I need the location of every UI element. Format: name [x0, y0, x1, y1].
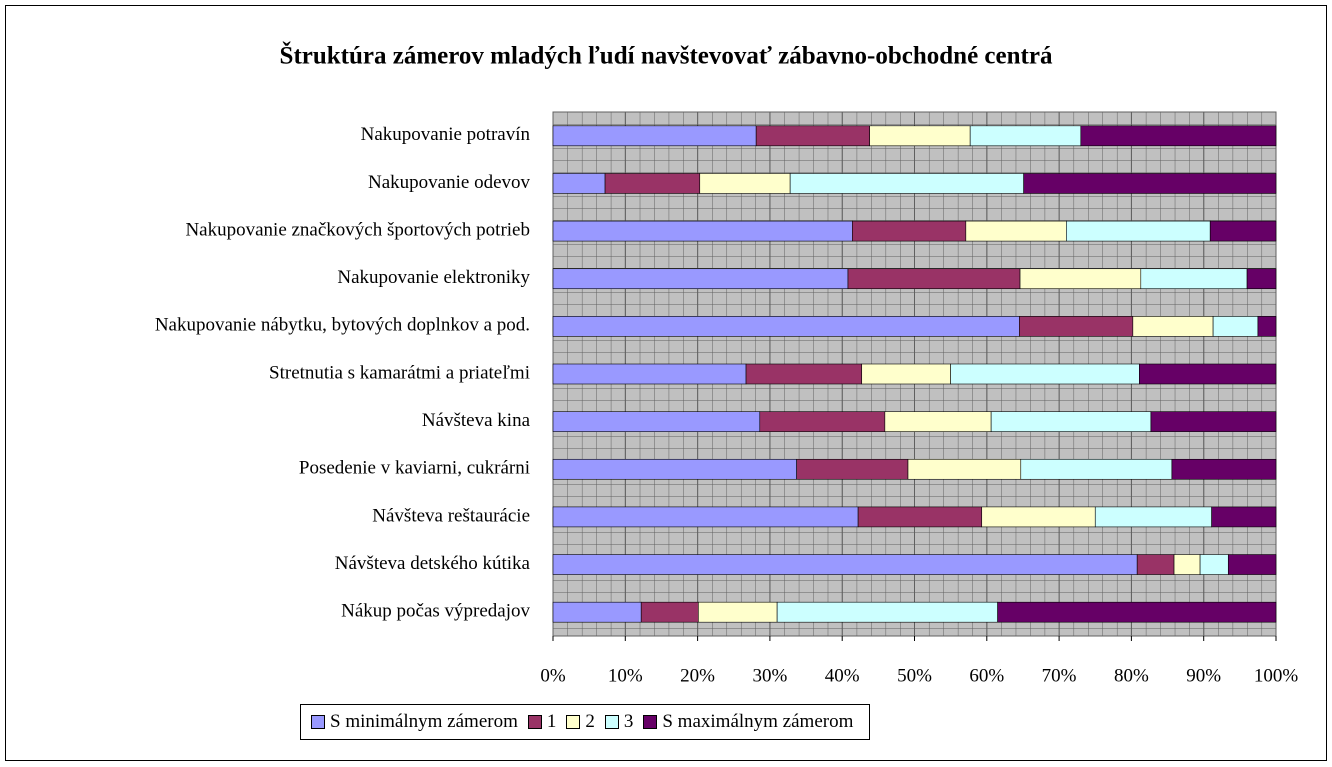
- bar-segment: [552, 268, 849, 290]
- legend-swatch: [527, 715, 542, 729]
- y-tick-label: Nakupovanie potravín: [361, 124, 531, 145]
- bar-segment: [698, 601, 778, 623]
- bar-segment: [1199, 554, 1229, 575]
- bar-segment: [852, 220, 967, 242]
- x-tick-label: 40%: [825, 665, 860, 686]
- y-tick-label: Nakupovanie odevov: [368, 172, 530, 193]
- bar-segment: [1019, 316, 1134, 337]
- bar-segment: [1171, 458, 1277, 480]
- bar-segment: [1227, 554, 1277, 575]
- y-tick-label: Návšteva kina: [422, 410, 531, 431]
- legend-swatch: [604, 715, 619, 729]
- y-tick-label: Nákup počas výpredajov: [341, 601, 530, 622]
- bar-segment: [776, 601, 998, 623]
- x-tick-label: 90%: [1186, 665, 1221, 686]
- bar-segment: [869, 125, 971, 147]
- bar-segment: [745, 363, 863, 385]
- bar-segment: [640, 601, 699, 623]
- y-tick-label: Stretnutia s kamarátmi a priateľmi: [269, 362, 530, 383]
- bar-segment: [552, 316, 1020, 337]
- x-tick-label: 70%: [1042, 665, 1077, 686]
- x-tick-label: 50%: [897, 665, 932, 686]
- legend-label: 1: [546, 711, 557, 732]
- y-tick-label: Posedenie v kaviarni, cukrárni: [299, 458, 530, 479]
- legend-label: S minimálnym zámerom: [330, 711, 518, 732]
- legend-label: 3: [623, 711, 634, 732]
- bar-segment: [1139, 363, 1277, 385]
- bar-segment: [552, 601, 642, 623]
- bar-segment: [1173, 554, 1201, 575]
- y-tick-label: Nakupovanie nábytku, bytových doplnkov a…: [155, 315, 530, 336]
- y-tick-label: Nakupovanie značkových športových potrie…: [185, 219, 530, 240]
- y-tick-label: Návšteva detského kútika: [335, 553, 531, 574]
- bar-segment: [552, 220, 853, 242]
- bar-segment: [1023, 173, 1277, 194]
- bar-segment: [755, 125, 870, 147]
- bar-segment: [1136, 554, 1175, 575]
- legend-swatch: [311, 715, 325, 729]
- bar-segment: [552, 506, 859, 528]
- bar-segment: [759, 411, 886, 432]
- y-tick-label: Návšteva reštaurácie: [372, 505, 530, 526]
- bar-segment: [1209, 220, 1277, 242]
- legend-item: 3: [604, 711, 634, 733]
- bar-segment: [552, 173, 606, 194]
- legend-item: S maximálnym zámerom: [643, 711, 853, 733]
- bar-segment: [699, 173, 791, 194]
- bar-segment: [604, 173, 701, 194]
- bar-segment: [884, 411, 992, 432]
- bar-segment: [1212, 316, 1259, 337]
- x-tick-label: 20%: [680, 665, 715, 686]
- bar-segment: [552, 458, 797, 480]
- bar-segment: [990, 411, 1152, 432]
- legend-item: 1: [527, 711, 557, 733]
- bar-segment: [1019, 268, 1142, 290]
- bar-segment: [981, 506, 1096, 528]
- legend-swatch: [643, 715, 658, 729]
- bar-segment: [1150, 411, 1277, 432]
- frame: [5, 5, 1327, 761]
- bar-segment: [552, 125, 757, 147]
- legend-item: S minimálnym zámerom: [311, 711, 518, 733]
- bar-segment: [1257, 316, 1277, 337]
- legend-item: 2: [566, 711, 595, 733]
- bar-segment: [1211, 506, 1277, 528]
- bar-segment: [847, 268, 1021, 290]
- bar-segment: [1020, 458, 1173, 480]
- bar-segment: [965, 220, 1067, 242]
- bar-segment: [552, 363, 747, 385]
- chart-title: Štruktúra zámerov mladých ľudí navštevov…: [280, 42, 1053, 70]
- y-tick-label: Nakupovanie elektroniky: [337, 267, 530, 288]
- bar-segment: [857, 506, 983, 528]
- bar-segment: [950, 363, 1140, 385]
- bar-segment: [1246, 268, 1277, 290]
- x-tick-label: 0%: [540, 665, 566, 686]
- x-tick-label: 100%: [1254, 665, 1299, 686]
- bar-segment: [997, 601, 1277, 623]
- bar-segment: [789, 173, 1024, 194]
- bar-segment: [1140, 268, 1248, 290]
- legend: S minimálnym zámerom 1 2 3 S maximálnym záme…: [300, 704, 871, 740]
- bar-segment: [552, 554, 1138, 575]
- legend-label: S maximálnym zámerom: [662, 711, 854, 732]
- legend-swatch: [566, 715, 581, 729]
- bar-segment: [796, 458, 909, 480]
- x-tick-label: 30%: [752, 665, 787, 686]
- bar-segment: [969, 125, 1082, 147]
- legend-label: 2: [585, 711, 595, 732]
- bar-segment: [1080, 125, 1277, 147]
- x-tick-label: 60%: [969, 665, 1004, 686]
- bar-segment: [1094, 506, 1212, 528]
- bar-segment: [907, 458, 1022, 480]
- bar-segment: [1066, 220, 1211, 242]
- bar-segment: [861, 363, 951, 385]
- bar-segment: [552, 411, 761, 432]
- bar-segment: [1132, 316, 1214, 337]
- x-tick-label: 80%: [1114, 665, 1149, 686]
- x-tick-label: 10%: [608, 665, 643, 686]
